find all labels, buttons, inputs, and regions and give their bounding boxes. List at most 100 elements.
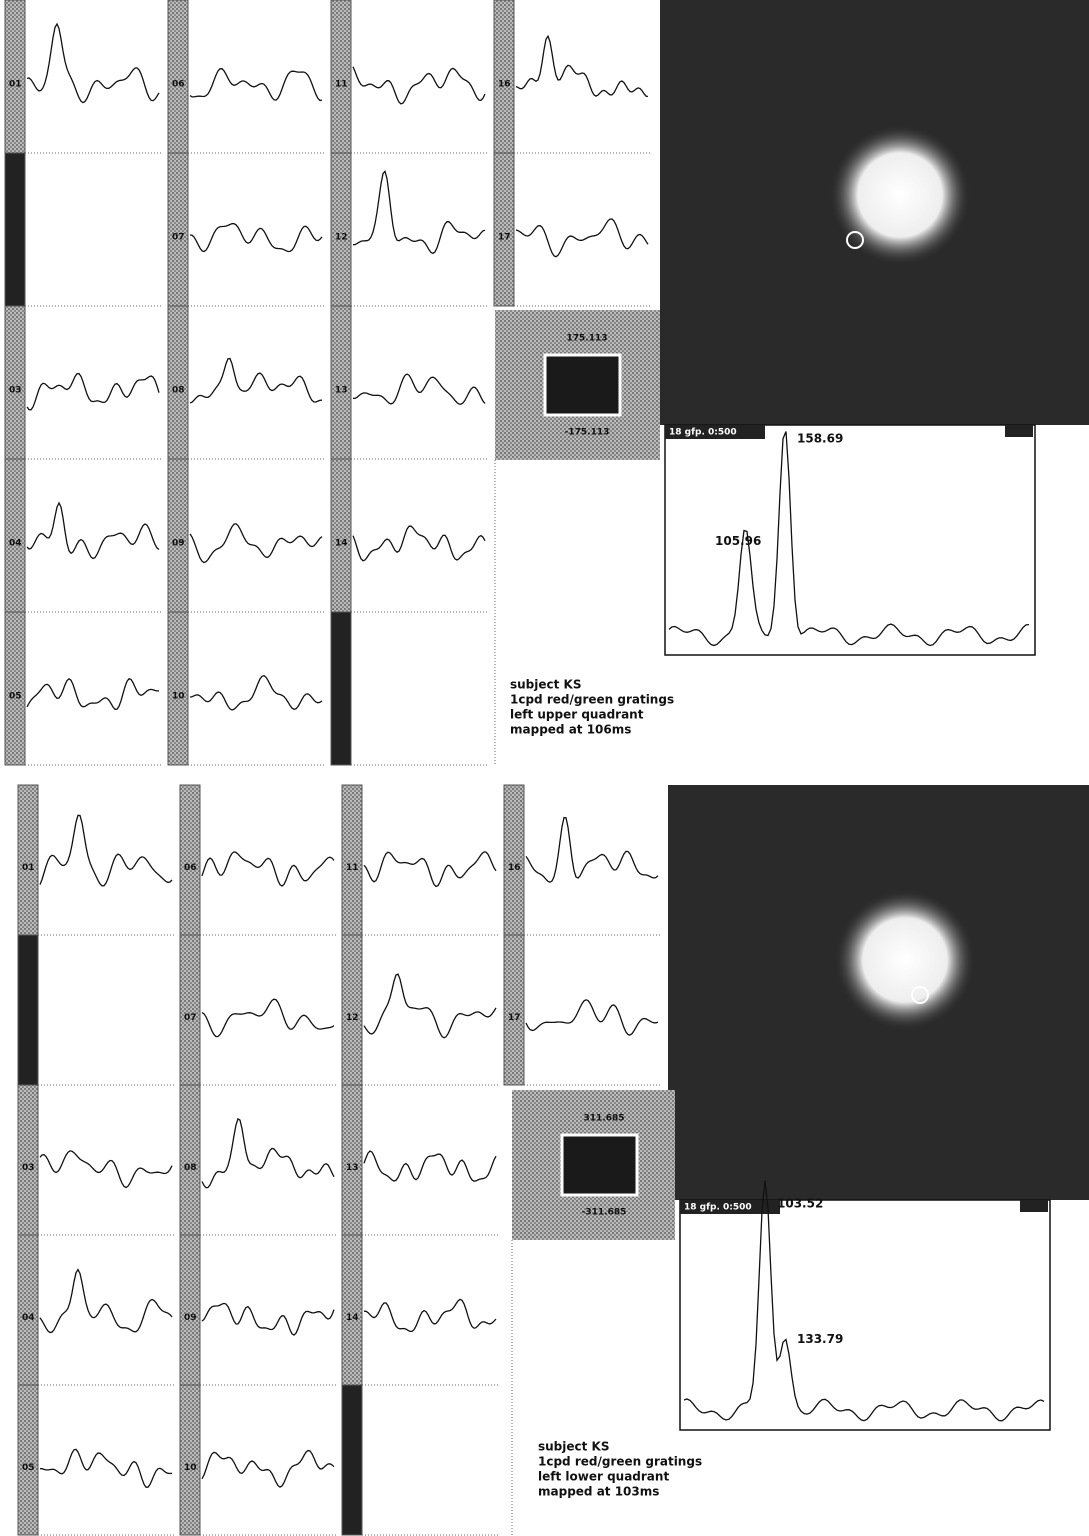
channel-waveform — [526, 1000, 658, 1035]
gfp-peak-label: 133.79 — [797, 1332, 843, 1346]
topography-blob — [830, 125, 970, 265]
channel-waveform — [364, 852, 496, 887]
channel-label: 11 — [346, 863, 359, 873]
channel-bar — [168, 0, 188, 153]
channel-label: 12 — [335, 233, 348, 243]
channel-waveform — [40, 1270, 172, 1333]
channel-waveform — [516, 36, 648, 96]
scale-white — [495, 460, 665, 665]
channel-label: 04 — [9, 539, 22, 549]
channel-bar — [5, 0, 25, 153]
topography-blob — [835, 890, 975, 1030]
channel-bar — [18, 1235, 38, 1385]
channel-label: 08 — [184, 1163, 197, 1173]
channel-label: 03 — [9, 386, 22, 396]
channel-bar — [5, 306, 25, 459]
channel-waveform — [27, 24, 159, 103]
channel-bar — [18, 1085, 38, 1235]
channel-bar — [180, 935, 200, 1085]
channel-label: 14 — [335, 539, 348, 549]
channel-waveform — [190, 676, 322, 710]
note-line: mapped at 103ms — [538, 1485, 659, 1499]
gfp-peak-label: 105.96 — [715, 534, 761, 548]
note-line: mapped at 106ms — [510, 723, 631, 737]
channel-bar — [342, 1085, 362, 1235]
channel-label: 10 — [184, 1463, 197, 1473]
channel-waveform — [353, 171, 485, 253]
channel-waveform — [202, 1451, 334, 1488]
channel-waveform — [190, 359, 322, 403]
channel-waveform — [40, 815, 172, 886]
channel-waveform — [202, 999, 334, 1036]
scale-swatch — [545, 355, 620, 415]
channel-waveform — [27, 503, 159, 559]
channel-label: 17 — [498, 233, 511, 243]
note-line: subject KS — [510, 678, 582, 692]
channel-bar — [168, 306, 188, 459]
channel-bar — [180, 1385, 200, 1535]
channel-bar — [494, 153, 514, 306]
channel-bar — [504, 935, 524, 1085]
channel-bar — [342, 1235, 362, 1385]
channel-label: 07 — [184, 1013, 197, 1023]
channel-waveform — [27, 679, 159, 710]
scale-swatch — [562, 1135, 637, 1195]
channel-label: 03 — [22, 1163, 35, 1173]
scale-max: 175.113 — [567, 334, 608, 344]
channel-label: 16 — [498, 80, 511, 90]
channel-waveform — [190, 69, 322, 101]
channel-waveform — [364, 1299, 496, 1331]
channel-label: 11 — [335, 80, 348, 90]
channel-bar — [168, 612, 188, 765]
channel-waveform — [190, 524, 322, 563]
scale-white — [512, 1240, 680, 1427]
channel-bar — [18, 785, 38, 935]
scale-min: -311.685 — [582, 1208, 627, 1218]
scale-min: -175.113 — [565, 428, 610, 438]
channel-bar — [331, 153, 351, 306]
channel-label: 05 — [9, 692, 22, 702]
channel-label: 06 — [172, 80, 185, 90]
channel-waveform — [202, 1119, 334, 1188]
channel-waveform — [364, 974, 496, 1038]
gfp-title: 18 gfp. 0:500 — [684, 1203, 752, 1213]
channel-bar — [342, 935, 362, 1085]
channel-label: 07 — [172, 233, 185, 243]
channel-label: 05 — [22, 1463, 35, 1473]
channel-bar — [494, 0, 514, 153]
channel-label: 13 — [335, 386, 348, 396]
channel-label: 16 — [508, 863, 521, 873]
screenshot: 01 03 04 05 06 07 08 09 10 11 12 13 14 16 17 175.113 -17… — [0, 0, 1089, 1536]
channel-waveform — [202, 1303, 334, 1335]
channel-bar — [5, 612, 25, 765]
note-line: 1cpd red/green gratings — [510, 693, 674, 707]
channel-label: 14 — [346, 1313, 359, 1323]
panel: 010304050607080910111213141617311.685-31… — [18, 785, 1089, 1536]
gfp-plot — [680, 1200, 1050, 1430]
channel-bar — [342, 785, 362, 935]
channel-bar — [331, 306, 351, 459]
gfp-menu-button[interactable] — [1020, 1200, 1048, 1212]
channel-bar — [504, 785, 524, 935]
channel-label: 10 — [172, 692, 185, 702]
note-line: left upper quadrant — [510, 708, 644, 722]
panel: 010304050607080910111213141617175.113-17… — [5, 0, 1089, 765]
channel-bar — [18, 1385, 38, 1535]
channel-bar — [331, 459, 351, 612]
channel-bar — [180, 1085, 200, 1235]
channel-waveform — [353, 67, 485, 104]
channel-bar — [5, 459, 25, 612]
channel-label: 06 — [184, 863, 197, 873]
channel-label: 04 — [22, 1313, 35, 1323]
gfp-title: 18 gfp. 0:500 — [669, 428, 737, 438]
channel-bar — [168, 459, 188, 612]
channel-label: 01 — [22, 863, 35, 873]
channel-label: 17 — [508, 1013, 521, 1023]
channel-bar — [180, 785, 200, 935]
channel-label: 09 — [184, 1313, 197, 1323]
channel-bar — [180, 1235, 200, 1385]
channel-waveform — [40, 1151, 172, 1188]
note-line: subject KS — [538, 1440, 610, 1454]
gfp-menu-button[interactable] — [1005, 425, 1033, 437]
channel-label: 01 — [9, 80, 22, 90]
